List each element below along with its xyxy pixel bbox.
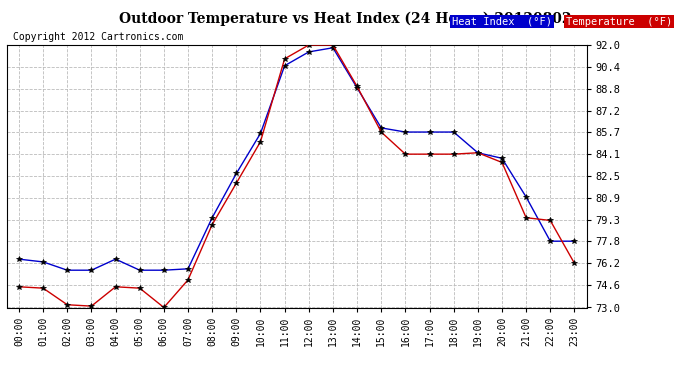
Text: Outdoor Temperature vs Heat Index (24 Hours) 20120802: Outdoor Temperature vs Heat Index (24 Ho… (119, 11, 571, 26)
Text: Copyright 2012 Cartronics.com: Copyright 2012 Cartronics.com (12, 32, 183, 42)
Text: Heat Index  (°F): Heat Index (°F) (452, 17, 552, 27)
Text: Temperature  (°F): Temperature (°F) (566, 17, 672, 27)
